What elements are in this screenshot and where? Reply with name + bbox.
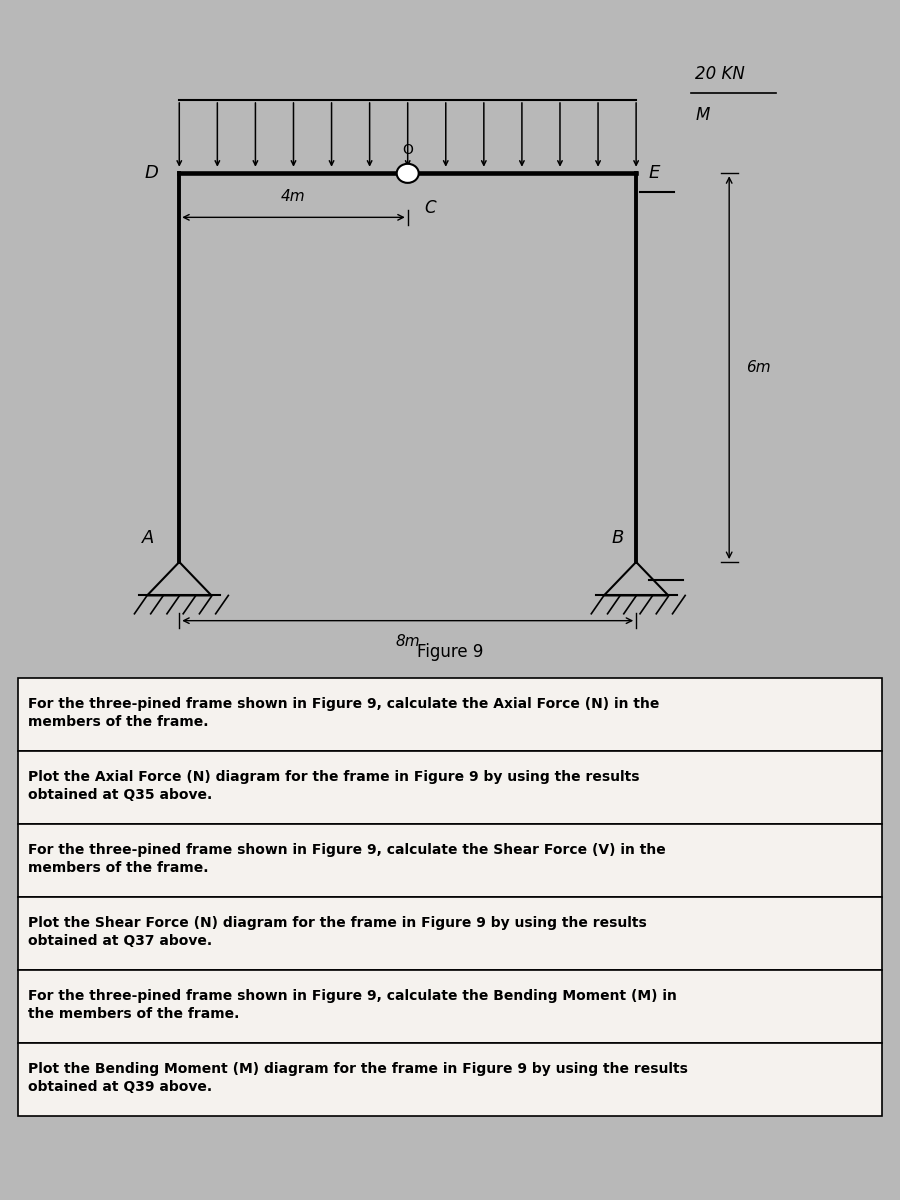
Text: Plot the Axial Force (N) diagram for the frame in Figure 9 by using the results
: Plot the Axial Force (N) diagram for the… — [29, 770, 640, 803]
Text: 6m: 6m — [746, 360, 770, 376]
Text: O: O — [402, 143, 413, 157]
Text: D: D — [144, 164, 158, 182]
FancyBboxPatch shape — [18, 898, 882, 970]
FancyBboxPatch shape — [18, 970, 882, 1043]
Text: Plot the Bending Moment (M) diagram for the frame in Figure 9 by using the resul: Plot the Bending Moment (M) diagram for … — [29, 1062, 688, 1094]
Text: 4m: 4m — [281, 190, 306, 204]
Text: B: B — [611, 529, 624, 547]
FancyBboxPatch shape — [18, 678, 882, 751]
Text: Plot the Shear Force (N) diagram for the frame in Figure 9 by using the results
: Plot the Shear Force (N) diagram for the… — [29, 916, 647, 948]
FancyBboxPatch shape — [18, 751, 882, 824]
Text: 20 KN: 20 KN — [696, 65, 745, 83]
Text: For the three-pined frame shown in Figure 9, calculate the Bending Moment (M) in: For the three-pined frame shown in Figur… — [29, 989, 677, 1021]
Text: For the three-pined frame shown in Figure 9, calculate the Shear Force (V) in th: For the three-pined frame shown in Figur… — [29, 842, 666, 875]
FancyBboxPatch shape — [18, 824, 882, 898]
Text: M: M — [696, 106, 710, 124]
FancyBboxPatch shape — [18, 1043, 882, 1116]
Text: 8m: 8m — [395, 634, 420, 649]
Text: C: C — [425, 199, 436, 217]
Text: Figure 9: Figure 9 — [417, 643, 483, 661]
Text: A: A — [141, 529, 154, 547]
Circle shape — [397, 164, 418, 182]
Text: E: E — [649, 164, 661, 182]
Text: For the three-pined frame shown in Figure 9, calculate the Axial Force (N) in th: For the three-pined frame shown in Figur… — [29, 697, 660, 730]
